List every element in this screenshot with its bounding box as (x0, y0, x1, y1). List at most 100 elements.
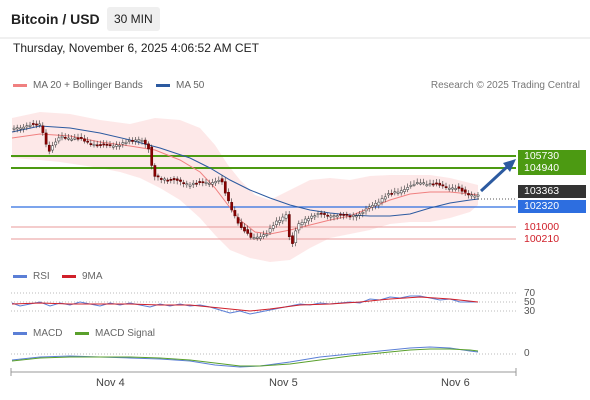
candle-body (326, 214, 330, 217)
research-credit: Research © 2025 Trading Central (430, 80, 580, 91)
candle-body (380, 198, 384, 203)
candle-body (345, 213, 349, 216)
timestamp: Thursday, November 6, 2025 4:06:52 AM CE… (13, 41, 259, 55)
macd-signal-line (11, 348, 479, 367)
candle-body (342, 214, 346, 216)
candle-body (159, 178, 163, 180)
candle-body (179, 179, 182, 182)
ma9-swatch (62, 275, 76, 278)
candle-body (431, 183, 435, 186)
candle-body (131, 140, 134, 142)
level-101000: 101000 (524, 221, 560, 233)
candle-body (367, 206, 371, 209)
candle-body (143, 139, 147, 145)
candle-body (457, 186, 461, 189)
rsi-swatch (13, 275, 27, 278)
candle-body (316, 213, 320, 215)
candle-body (233, 210, 237, 217)
candle-body (70, 138, 74, 141)
candle-body (275, 220, 278, 226)
candle-body (204, 182, 208, 184)
candle-body (454, 188, 458, 190)
candle-body (351, 214, 355, 217)
forecast-arrow-head (503, 159, 516, 172)
candle-body (422, 182, 426, 185)
price-candles (12, 119, 480, 248)
legend-macd: MACD (13, 328, 62, 339)
candle-body (246, 229, 250, 234)
candle-body (467, 193, 470, 196)
candle-body (447, 187, 451, 190)
candle-body (377, 201, 381, 206)
candle-body (412, 183, 416, 186)
candle-body (57, 137, 61, 142)
candle-body (76, 137, 80, 140)
candle-body (163, 178, 166, 181)
candle-body (211, 182, 214, 185)
chart-header: Bitcoin / USD 30 MIN (0, 0, 590, 38)
candle-body (185, 183, 189, 186)
candle-body (396, 191, 400, 194)
candle-body (399, 190, 403, 194)
candle-body (99, 144, 102, 146)
candle-body (281, 216, 285, 222)
candle-body (364, 208, 368, 212)
candle-body (313, 215, 317, 218)
macd-zero-label: 0 (524, 348, 530, 359)
candle-body (102, 143, 106, 146)
candle-body (35, 123, 38, 126)
ma20-swatch (13, 84, 27, 87)
candle-body (121, 142, 125, 145)
candle-body (335, 215, 339, 218)
candle-body (31, 123, 35, 125)
candle-body (67, 137, 70, 140)
candle-body (188, 184, 192, 187)
candle-body (470, 194, 474, 197)
timeframe-badge[interactable]: 30 MIN (107, 7, 160, 31)
candle-body (79, 137, 83, 139)
legend-ma50: MA 50 (156, 80, 204, 91)
candle-body (371, 205, 374, 208)
candle-body (358, 213, 362, 216)
level-100210: 100210 (524, 233, 560, 245)
candle-body (348, 215, 352, 218)
ma20-line (11, 133, 479, 235)
candle-body (147, 143, 150, 150)
legend-rsi: RSI (13, 271, 50, 282)
macd-swatch (13, 332, 27, 335)
legend-ma20: MA 20 + Bollinger Bands (13, 80, 143, 91)
ma20-label: MA 20 + Bollinger Bands (33, 80, 143, 91)
candle-body (255, 236, 259, 239)
macd-label: MACD (33, 328, 63, 339)
forecast-arrow (479, 164, 510, 193)
ma50-swatch (156, 84, 170, 87)
rsi-scale-30: 30 (524, 306, 536, 317)
candle-body (22, 126, 26, 130)
candle-body (361, 212, 365, 214)
candle-body (243, 226, 246, 232)
candle-body (339, 213, 342, 216)
candle-body (60, 135, 64, 139)
ma50-label: MA 50 (176, 80, 205, 91)
candle-body (140, 140, 144, 142)
candle-body (172, 178, 176, 181)
candle-body (403, 189, 406, 192)
candle-body (355, 215, 358, 218)
candle-body (294, 230, 298, 243)
instrument-title: Bitcoin / USD (11, 11, 100, 27)
candle-body (265, 233, 269, 236)
candle-body (124, 141, 128, 144)
candle-body (463, 189, 467, 193)
candle-body (300, 222, 304, 225)
candle-body (15, 127, 19, 130)
candle-body (44, 132, 48, 145)
legend-9ma: 9MA (62, 271, 103, 282)
candle-body (460, 187, 464, 192)
candle-body (223, 181, 227, 194)
candle-body (51, 145, 54, 151)
candle-body (86, 140, 90, 143)
candle-body (428, 183, 432, 186)
candle-body (425, 184, 429, 187)
ma9-label: 9MA (82, 271, 103, 282)
